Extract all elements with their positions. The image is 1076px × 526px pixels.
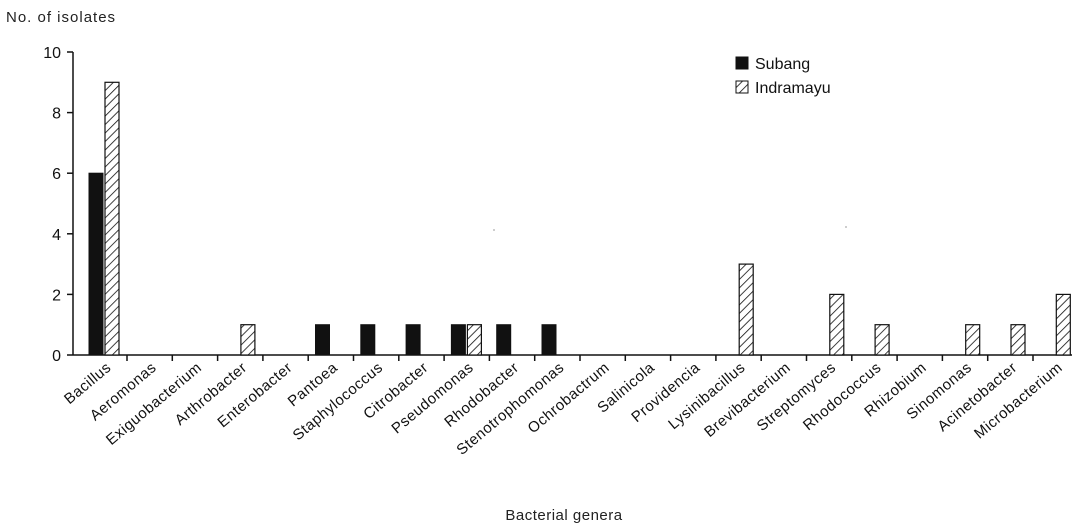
y-tick-label: 6	[52, 166, 61, 183]
y-tick-label: 10	[43, 45, 61, 62]
y-tick-label: 2	[52, 287, 61, 304]
legend-swatch-subang	[735, 56, 749, 70]
bar-subang-bacillus	[88, 172, 104, 356]
x-category-labels: BacillusAeromonasExiguobacteriumArthroba…	[61, 355, 1066, 459]
bar-indramayu-arthrobacter	[240, 324, 256, 356]
stray-dot	[493, 229, 495, 231]
bars	[88, 81, 1071, 356]
y-axis-label: No. of isolates	[6, 9, 116, 26]
y-tick-label: 4	[52, 227, 61, 244]
x-category-label: Streptomyces	[754, 359, 840, 435]
legend-label-subang: Subang	[755, 56, 810, 73]
axes	[72, 52, 1072, 356]
y-tick-label: 0	[52, 348, 61, 365]
y-ticks: 0 2 4 6 8 10	[43, 45, 73, 365]
bar-indramayu-rhodococcus	[874, 324, 890, 356]
x-category-label: Rhodococcus	[800, 359, 885, 434]
bar-indramayu-acinetobacter	[1010, 324, 1026, 356]
legend-label-indramayu: Indramayu	[755, 80, 831, 97]
bar-subang-stenotrophomonas	[541, 324, 557, 356]
x-axis-label: Bacterial genera	[505, 507, 622, 524]
bar-subang-citrobacter	[405, 324, 421, 356]
legend: Subang Indramayu	[735, 56, 831, 97]
bar-indramayu-streptomyces	[829, 293, 845, 356]
bar-indramayu-pseudomonas	[466, 324, 482, 356]
stray-dot	[845, 226, 847, 228]
bar-indramayu-microbacterium	[1055, 293, 1071, 356]
bar-subang-pseudomonas	[450, 324, 466, 356]
bar-indramayu-sinomonas	[965, 324, 981, 356]
legend-swatch-indramayu	[735, 80, 749, 94]
bar-indramayu-bacillus	[104, 81, 120, 356]
bar-subang-pantoea	[315, 324, 330, 356]
bar-subang-staphylococcus	[360, 324, 376, 356]
bar-subang-rhodobacter	[496, 324, 512, 356]
bar-indramayu-lysinibacillus	[738, 263, 754, 356]
y-tick-label: 8	[52, 106, 61, 123]
